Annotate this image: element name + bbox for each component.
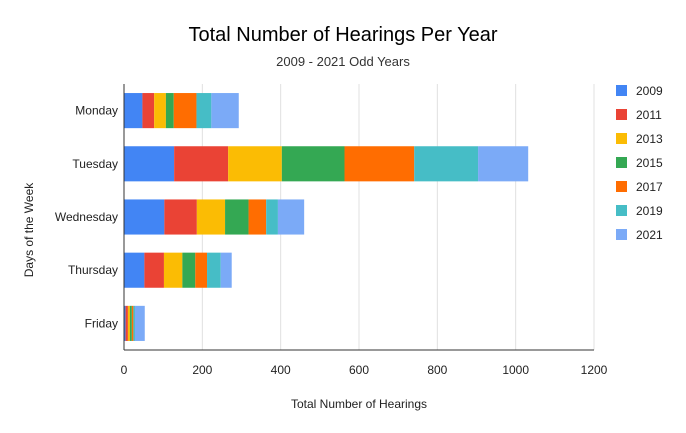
bar-monday-2021 bbox=[211, 93, 239, 129]
legend-label-2011: 2011 bbox=[636, 108, 662, 122]
bar-monday-2019 bbox=[196, 93, 212, 129]
bar-wednesday-2011 bbox=[164, 199, 197, 235]
y-tick-label-friday: Friday bbox=[85, 316, 118, 330]
y-tick-label-monday: Monday bbox=[75, 104, 118, 118]
x-tick-label-1000: 1000 bbox=[502, 363, 529, 377]
bar-monday-2009 bbox=[124, 93, 143, 129]
bar-thursday-2019 bbox=[207, 252, 221, 288]
bar-wednesday-2013 bbox=[196, 199, 226, 235]
legend: 2009 2011 2013 2015 2017 2019 2021 bbox=[616, 84, 663, 242]
bar-tuesday-2017 bbox=[344, 146, 415, 182]
x-tick-label-400: 400 bbox=[271, 363, 291, 377]
legend-label-2019: 2019 bbox=[636, 204, 663, 218]
x-tick-labels: 0 200 400 600 800 1000 1200 bbox=[121, 363, 608, 377]
bar-wednesday-2021 bbox=[277, 199, 305, 235]
chart-title: Total Number of Hearings Per Year bbox=[188, 24, 497, 46]
x-tick-label-200: 200 bbox=[192, 363, 212, 377]
bar-friday-2009 bbox=[124, 305, 126, 341]
bar-tuesday-2019 bbox=[414, 146, 479, 182]
bar-thursday-2013 bbox=[163, 252, 183, 288]
bar-monday-2017 bbox=[173, 93, 197, 129]
legend-label-2013: 2013 bbox=[636, 132, 663, 146]
legend-swatch-2009 bbox=[616, 85, 627, 96]
y-tick-label-thursday: Thursday bbox=[68, 263, 118, 277]
legend-label-2017: 2017 bbox=[636, 180, 663, 194]
y-axis-title: Days of the Week bbox=[22, 182, 36, 277]
legend-swatch-2011 bbox=[616, 109, 627, 120]
bar-monday-2013 bbox=[154, 93, 166, 129]
axes bbox=[123, 84, 594, 351]
bar-tuesday-2021 bbox=[478, 146, 529, 182]
x-axis-title: Total Number of Hearings bbox=[291, 397, 427, 411]
legend-swatch-2017 bbox=[616, 181, 627, 192]
legend-swatch-2013 bbox=[616, 133, 627, 144]
bar-thursday-2021 bbox=[220, 252, 232, 288]
y-tick-labels: Monday Tuesday Wednesday Thursday Friday bbox=[55, 104, 118, 331]
chart-subtitle: 2009 - 2021 Odd Years bbox=[276, 54, 410, 69]
legend-label-2021: 2021 bbox=[636, 228, 663, 242]
bar-friday-2013 bbox=[127, 305, 130, 341]
bar-wednesday-2015 bbox=[225, 199, 249, 235]
bar-tuesday-2011 bbox=[174, 146, 229, 182]
legend-swatch-2015 bbox=[616, 157, 627, 168]
legend-label-2015: 2015 bbox=[636, 156, 663, 170]
y-tick-label-tuesday: Tuesday bbox=[72, 157, 118, 171]
bar-wednesday-2009 bbox=[124, 199, 165, 235]
x-tick-label-0: 0 bbox=[121, 363, 128, 377]
legend-swatch-2019 bbox=[616, 205, 627, 216]
bar-friday-2019 bbox=[133, 305, 135, 341]
bar-monday-2015 bbox=[165, 93, 174, 129]
bar-monday-2011 bbox=[142, 93, 155, 129]
bar-tuesday-2015 bbox=[281, 146, 345, 182]
bars bbox=[124, 93, 529, 341]
bar-tuesday-2009 bbox=[124, 146, 175, 182]
x-tick-label-600: 600 bbox=[349, 363, 369, 377]
bar-thursday-2015 bbox=[182, 252, 196, 288]
bar-thursday-2011 bbox=[144, 252, 164, 288]
bar-friday-2015 bbox=[129, 305, 132, 341]
legend-swatch-2021 bbox=[616, 229, 627, 240]
x-tick-label-800: 800 bbox=[427, 363, 447, 377]
x-tick-label-1200: 1200 bbox=[581, 363, 608, 377]
legend-label-2009: 2009 bbox=[636, 84, 663, 98]
bar-friday-2021 bbox=[134, 305, 145, 341]
bar-tuesday-2013 bbox=[228, 146, 282, 182]
bar-friday-2011 bbox=[125, 305, 128, 341]
bar-thursday-2017 bbox=[195, 252, 208, 288]
bar-wednesday-2019 bbox=[266, 199, 278, 235]
bar-thursday-2009 bbox=[124, 252, 145, 288]
y-tick-label-wednesday: Wednesday bbox=[55, 210, 118, 224]
bar-wednesday-2017 bbox=[248, 199, 267, 235]
bar-friday-2017 bbox=[131, 305, 134, 341]
